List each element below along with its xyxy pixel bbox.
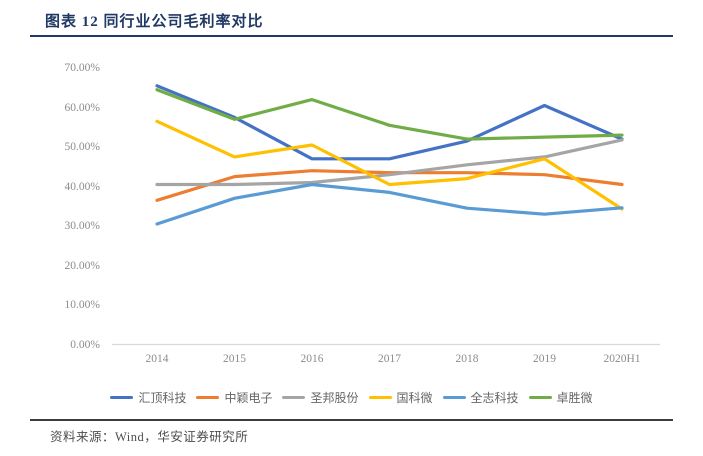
series-line-卓胜微 xyxy=(155,88,624,141)
legend-item-圣邦股份: 圣邦股份 xyxy=(282,389,359,406)
legend-line-swatch xyxy=(196,395,220,400)
x-tick-label: 2016 xyxy=(300,353,324,365)
x-tick-label: 2017 xyxy=(378,353,401,365)
legend-item-全志科技: 全志科技 xyxy=(442,389,519,406)
y-tick-label: 0.00% xyxy=(70,338,100,351)
y-tick-label: 60.00% xyxy=(64,101,100,114)
x-tick-label: 2015 xyxy=(223,353,246,365)
x-tick-label: 2014 xyxy=(145,353,169,365)
y-tick-label: 30.00% xyxy=(64,220,100,232)
x-tick-label: 2018 xyxy=(455,353,479,365)
y-tick-label: 10.00% xyxy=(64,299,100,311)
y-tick-label: 40.00% xyxy=(64,180,100,193)
x-tick-label: 2019 xyxy=(533,353,556,365)
series-line-汇顶科技 xyxy=(155,84,624,161)
legend-label: 中颖电子 xyxy=(224,391,273,405)
y-tick-label: 20.00% xyxy=(64,259,100,272)
legend-item-中颖电子: 中颖电子 xyxy=(196,389,272,406)
legend-label: 汇顶科技 xyxy=(138,391,187,405)
series-line-国科微 xyxy=(155,119,624,211)
y-tick-label: 70.00% xyxy=(64,62,100,74)
legend-line-swatch xyxy=(282,395,306,400)
legend-item-卓胜微: 卓胜微 xyxy=(528,389,593,406)
legend-label: 卓胜微 xyxy=(556,391,593,405)
x-tick-label: 2020H1 xyxy=(603,353,641,365)
footer-divider xyxy=(30,419,673,421)
legend-item-国科微: 国科微 xyxy=(368,389,433,406)
legend-label: 国科微 xyxy=(396,391,433,405)
legend-line-swatch xyxy=(528,395,552,400)
legend-label: 圣邦股份 xyxy=(310,391,359,405)
series-line-全志科技 xyxy=(155,182,624,226)
legend-item-汇顶科技: 汇顶科技 xyxy=(110,389,186,406)
figure-title: 图表 12 同行业公司毛利率对比 xyxy=(45,14,264,30)
chart-legend: 汇顶科技 中颖电子 圣邦股份 国科微 全志科技 卓胜微 xyxy=(0,389,703,406)
legend-label: 全志科技 xyxy=(470,391,519,405)
title-divider xyxy=(30,35,673,37)
y-tick-label: 50.00% xyxy=(64,141,100,153)
legend-line-swatch xyxy=(442,395,466,400)
series-line-圣邦股份 xyxy=(155,138,624,187)
source-note: 资料来源：Wind，华安证券研究所 xyxy=(50,430,249,444)
legend-line-swatch xyxy=(110,395,134,400)
legend-line-swatch xyxy=(368,395,392,400)
series-line-中颖电子 xyxy=(155,169,624,202)
